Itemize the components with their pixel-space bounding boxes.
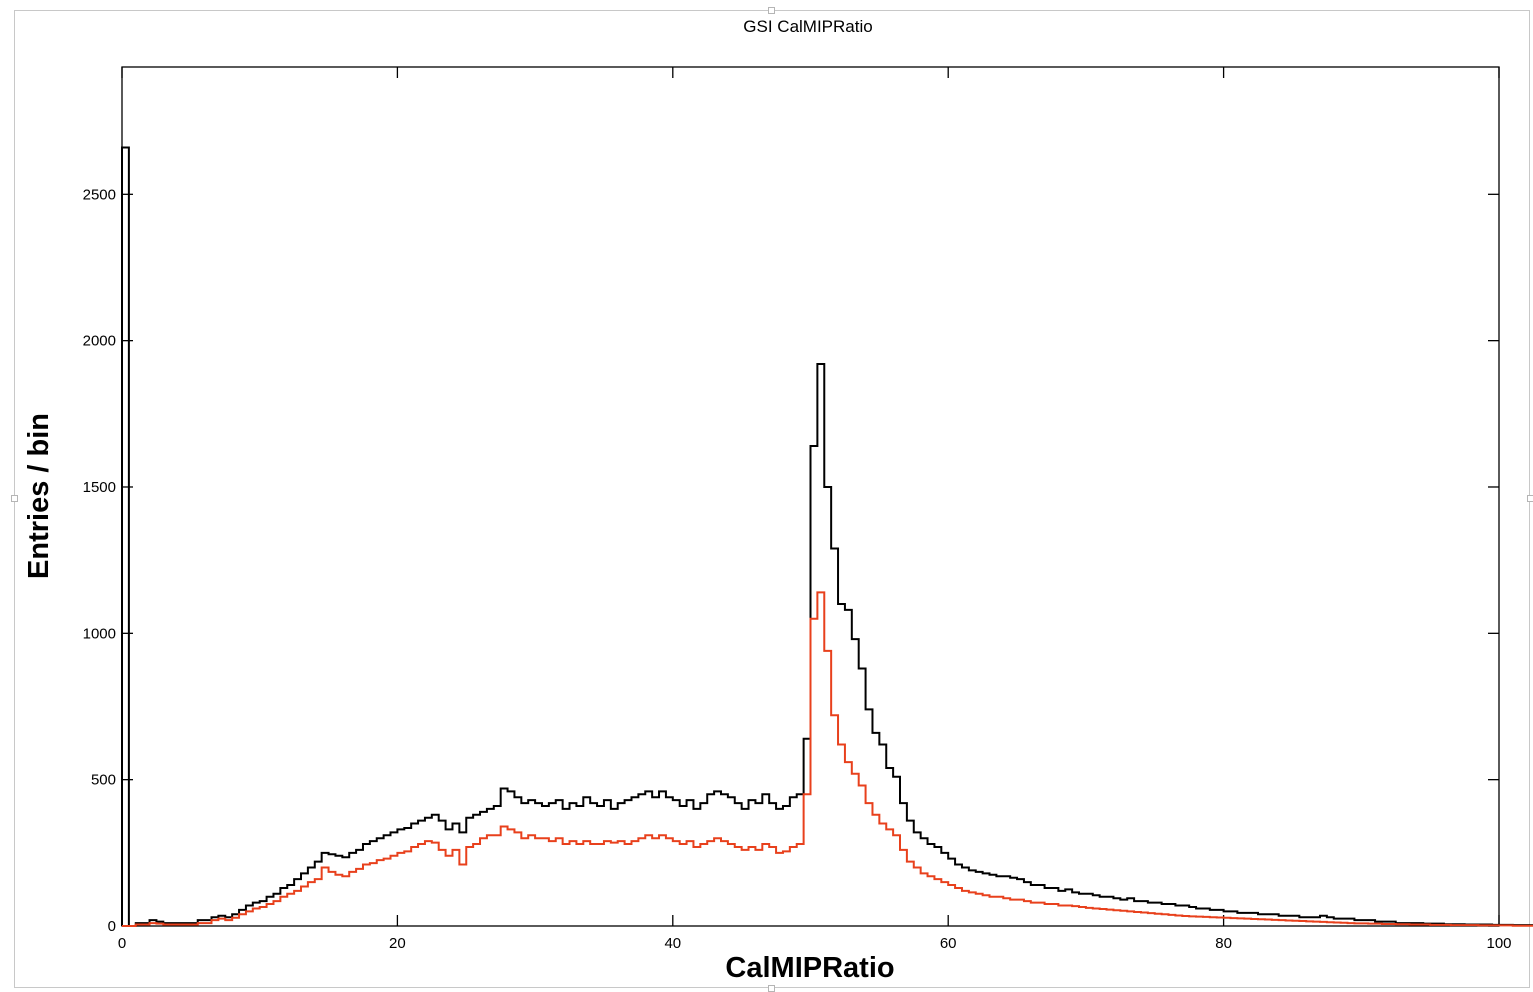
series-layer [121,146,1533,927]
histogram-series-1 [121,146,1533,927]
x-tick-label: 20 [389,935,406,952]
chart-title: GSI CalMIPRatio [743,17,872,36]
x-tick-label: 100 [1486,935,1511,952]
y-tick-label: 1500 [83,479,116,496]
y-tick-label: 2500 [83,186,116,203]
y-tick-label: 2000 [83,333,116,350]
y-tick-label: 1000 [83,625,116,642]
y-tick-label: 0 [108,918,116,935]
x-tick-label: 80 [1215,935,1232,952]
resize-handle-top[interactable] [768,7,775,14]
resize-handle-left[interactable] [11,495,18,502]
x-tick-label: 0 [118,935,126,952]
x-tick-label: 40 [664,935,681,952]
y-axis-title: Entries / bin [23,413,55,579]
y-tick-label: 500 [91,772,116,789]
x-axis-title: CalMIPRatio [725,952,894,984]
x-tick-label: 60 [940,935,957,952]
histogram-series-2 [122,591,1533,927]
resize-handle-right[interactable] [1527,495,1533,502]
